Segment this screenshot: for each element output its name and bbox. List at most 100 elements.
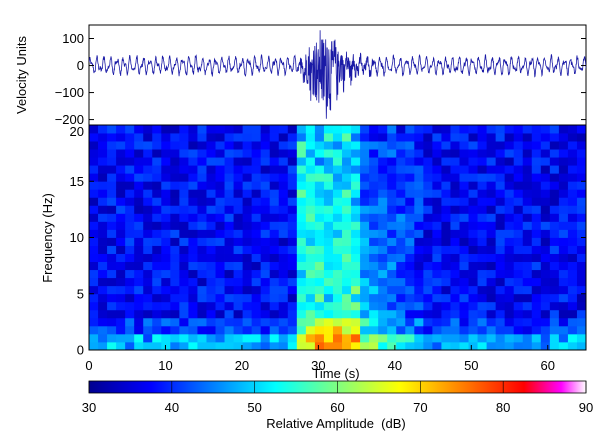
spectrogram-cell [251,189,262,198]
spectrogram-cell [468,237,478,246]
spectrogram-cell [351,333,361,343]
spectrogram-cell [387,165,397,174]
spectrogram-cell [233,205,244,214]
spectrogram-cell [107,157,117,166]
spectrogram-cell [278,173,289,182]
spectrogram-cell [558,277,569,287]
spectrogram-cell [107,245,117,254]
spectrogram-cell [107,221,117,230]
spectrogram-cell [513,325,524,335]
spectrogram-cell [396,205,406,214]
spectrogram-cell [314,309,325,319]
spectrogram-cell [504,237,515,246]
spectrogram-cell [558,229,569,238]
spectrogram-cell [332,341,343,351]
spectrogram-cell [125,325,135,335]
spectrogram-cell [549,301,560,311]
spectrogram-cell [459,333,469,343]
spectrogram-cell [342,325,352,335]
spectrogram-cell [513,189,524,198]
spectrogram-cell [351,133,361,142]
spectrogram-cell [459,149,469,158]
spectrogram-cell [360,197,370,206]
spectrogram-cell [143,205,153,214]
spectrogram-cell [206,317,216,327]
spectrogram-cell [197,293,207,303]
spectrogram-cell [170,189,180,198]
spectrogram-cell [260,133,271,142]
spectrogram-cell [305,341,316,351]
spectrogram-cell [152,237,162,246]
spectrogram-cell [486,197,497,206]
spectrogram-cell [161,189,171,198]
spectrogram-cell [233,293,244,303]
spectrogram-cell [125,125,135,134]
spectrogram-cell [558,237,569,246]
spectrogram-cell [134,213,144,222]
spectrogram-cell [278,245,289,254]
spectrogram-cell [233,301,244,311]
spectrogram-cell [260,261,271,271]
spectrogram-cell [269,341,280,351]
spectrogram-cell [378,253,388,263]
spectrogram-cell [116,149,126,158]
spectrogram-cell [459,277,469,287]
spectrogram-cell [125,213,135,222]
spectrogram-cell [414,341,424,351]
spectrogram-cell [369,221,379,230]
spectrogram-cell [531,277,542,287]
spectrogram-cell [143,181,153,190]
spectrogram-cell [423,229,433,238]
spectrogram-cell [441,285,451,295]
spectrogram-cell [206,229,216,238]
spectrogram-cell [531,197,542,206]
spectrogram-cell [278,293,289,303]
spectrogram-cell [188,253,198,263]
spectrogram-cell [332,253,343,263]
spectrogram-cell [251,341,262,351]
spectrogram-cell [143,237,153,246]
spectrogram-cell [287,317,298,327]
spectrogram-cell [332,149,343,158]
spectrogram-cell [134,341,144,351]
colorbar-label: Relative Amplitude (dB) [266,416,405,431]
spectrogram-cell [152,277,162,287]
spectrogram-cell [260,309,271,319]
spectrogram-cell [369,173,379,182]
spectrogram-cell [486,269,497,279]
spectrogram-cell [170,125,180,134]
spectrogram-cell [531,229,542,238]
spectrogram-cell [215,317,225,327]
spectrogram-cell [405,253,415,263]
spectrogram-cell [332,317,343,327]
spectrogram-cell [360,309,370,319]
spectrogram-cell [98,221,108,230]
spectrogram-cell [531,181,542,190]
spectrogram-cell [423,181,433,190]
spectrogram-cell [314,133,325,142]
spectrogram-cell [260,173,271,182]
spectrogram-cell [314,205,325,214]
spectrogram-cell [197,221,207,230]
spectrogram-cell [161,165,171,174]
spectrogram-cell [215,149,225,158]
spectrogram-cell [504,309,515,319]
spectrogram-cell [423,149,433,158]
spectrogram-cell [143,261,153,271]
spectrogram-cell [405,205,415,214]
spectrogram-cell [549,285,560,295]
spectrogram-cell [360,285,370,295]
spectrogram-cell [549,333,560,343]
spectrogram-cell [233,341,244,351]
spectrogram-cell [468,317,478,327]
spectrogram-cell [107,197,117,206]
spectrogram-cell [125,237,135,246]
spectrogram-cell [486,149,497,158]
spectrogram-cell [513,197,524,206]
spectrogram-cell [369,333,379,343]
spectrogram-cell [495,173,506,182]
spectrogram-cell [414,213,424,222]
spectrogram-cell [179,325,189,335]
spectrogram-cell [468,213,478,222]
spectrogram-cell [179,157,189,166]
